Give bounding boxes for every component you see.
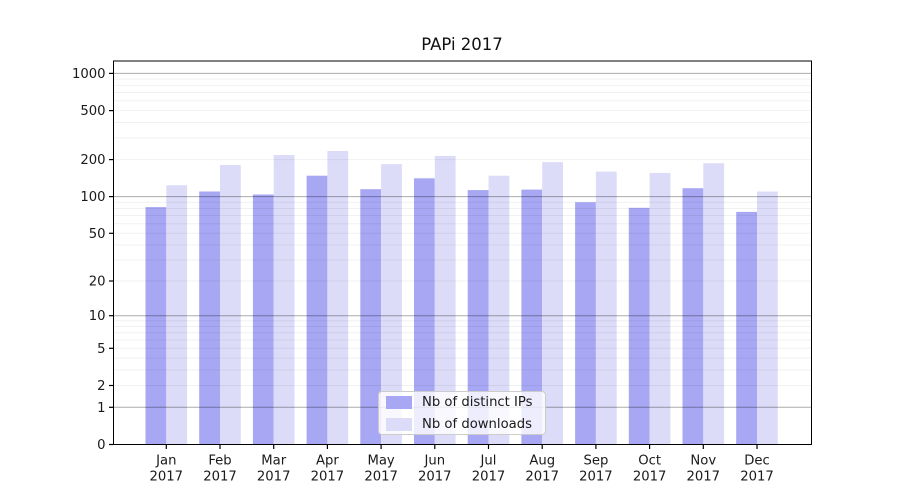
x-tick-label-year: 2017 xyxy=(633,470,667,485)
x-tick-label-month: Jan xyxy=(155,454,176,469)
x-tick-label-year: 2017 xyxy=(257,470,291,485)
bar-downloads-sep xyxy=(595,171,617,445)
y-tick-label: 500 xyxy=(80,104,105,119)
bar-ips-jul xyxy=(467,190,489,445)
bar-ips-mar xyxy=(252,194,274,445)
y-tick-label: 100 xyxy=(80,190,105,205)
y-tick-label: 1 xyxy=(97,401,105,416)
x-tick-label-year: 2017 xyxy=(525,470,559,485)
bar-downloads-oct xyxy=(649,172,671,445)
x-tick-label-year: 2017 xyxy=(364,470,398,485)
bar-ips-jan xyxy=(145,207,167,445)
bar-ips-jun xyxy=(414,178,435,445)
y-tick-label: 1000 xyxy=(72,67,106,82)
x-tick-label-year: 2017 xyxy=(150,470,184,485)
bar-downloads-mar xyxy=(273,155,295,445)
x-tick-label-year: 2017 xyxy=(579,470,613,485)
y-tick-label: 5 xyxy=(97,342,105,357)
x-tick-label-month: May xyxy=(367,454,394,469)
x-tick-label-year: 2017 xyxy=(687,470,721,485)
x-tick-label-month: Sep xyxy=(583,454,608,469)
bar-downloads-dec xyxy=(757,191,778,445)
legend-swatch-distinct-ips xyxy=(386,395,412,409)
bar-downloads-jan xyxy=(166,185,188,445)
bar-ips-sep xyxy=(575,202,596,445)
bar-downloads-may xyxy=(381,164,402,445)
y-tick-label: 20 xyxy=(89,274,106,289)
x-tick-label-month: Jun xyxy=(423,454,445,469)
x-tick-label-month: Nov xyxy=(690,454,716,469)
bar-ips-dec xyxy=(736,211,757,445)
y-tick-label: 2 xyxy=(97,379,105,394)
bar-ips-oct xyxy=(628,207,650,445)
legend-item-distinct-ips: Nb of distinct IPs xyxy=(386,395,537,410)
y-tick-label: 10 xyxy=(89,309,106,324)
x-tick-label-month: Aug xyxy=(529,454,555,469)
x-tick-label-year: 2017 xyxy=(311,470,345,485)
x-tick-label-year: 2017 xyxy=(740,470,774,485)
bar-ips-apr xyxy=(306,175,328,445)
bar-ips-aug xyxy=(521,189,543,445)
y-tick-label: 0 xyxy=(97,438,105,453)
bar-downloads-aug xyxy=(542,162,563,445)
x-tick-label-month: Apr xyxy=(316,454,339,469)
x-tick-label-month: Mar xyxy=(261,454,286,469)
x-tick-label-year: 2017 xyxy=(418,470,452,485)
bar-downloads-jun xyxy=(434,156,456,445)
bar-downloads-nov xyxy=(703,163,725,445)
legend-label-distinct-ips: Nb of distinct IPs xyxy=(422,394,533,410)
bar-ips-nov xyxy=(682,188,704,445)
x-tick-label-month: Dec xyxy=(744,454,770,469)
x-tick-label-month: Jul xyxy=(480,454,497,469)
x-tick-label-year: 2017 xyxy=(472,470,506,485)
x-tick-label-year: 2017 xyxy=(203,470,237,485)
bar-downloads-feb xyxy=(220,165,241,445)
bar-ips-may xyxy=(360,189,382,445)
plot-border xyxy=(112,60,813,446)
bar-ips-feb xyxy=(199,191,220,445)
legend-swatch-downloads xyxy=(386,417,412,431)
legend-label-downloads: Nb of downloads xyxy=(422,416,532,432)
legend-item-downloads: Nb of downloads xyxy=(386,417,537,432)
y-tick-label: 200 xyxy=(80,153,105,168)
y-tick-label: 50 xyxy=(89,227,106,242)
bar-downloads-jul xyxy=(488,175,510,445)
chart-title: PAPi 2017 xyxy=(421,35,503,54)
legend: Nb of distinct IPs Nb of downloads xyxy=(378,391,546,435)
x-tick-label-month: Oct xyxy=(638,454,661,469)
bar-downloads-apr xyxy=(327,151,349,445)
x-tick-label-month: Feb xyxy=(208,454,231,469)
